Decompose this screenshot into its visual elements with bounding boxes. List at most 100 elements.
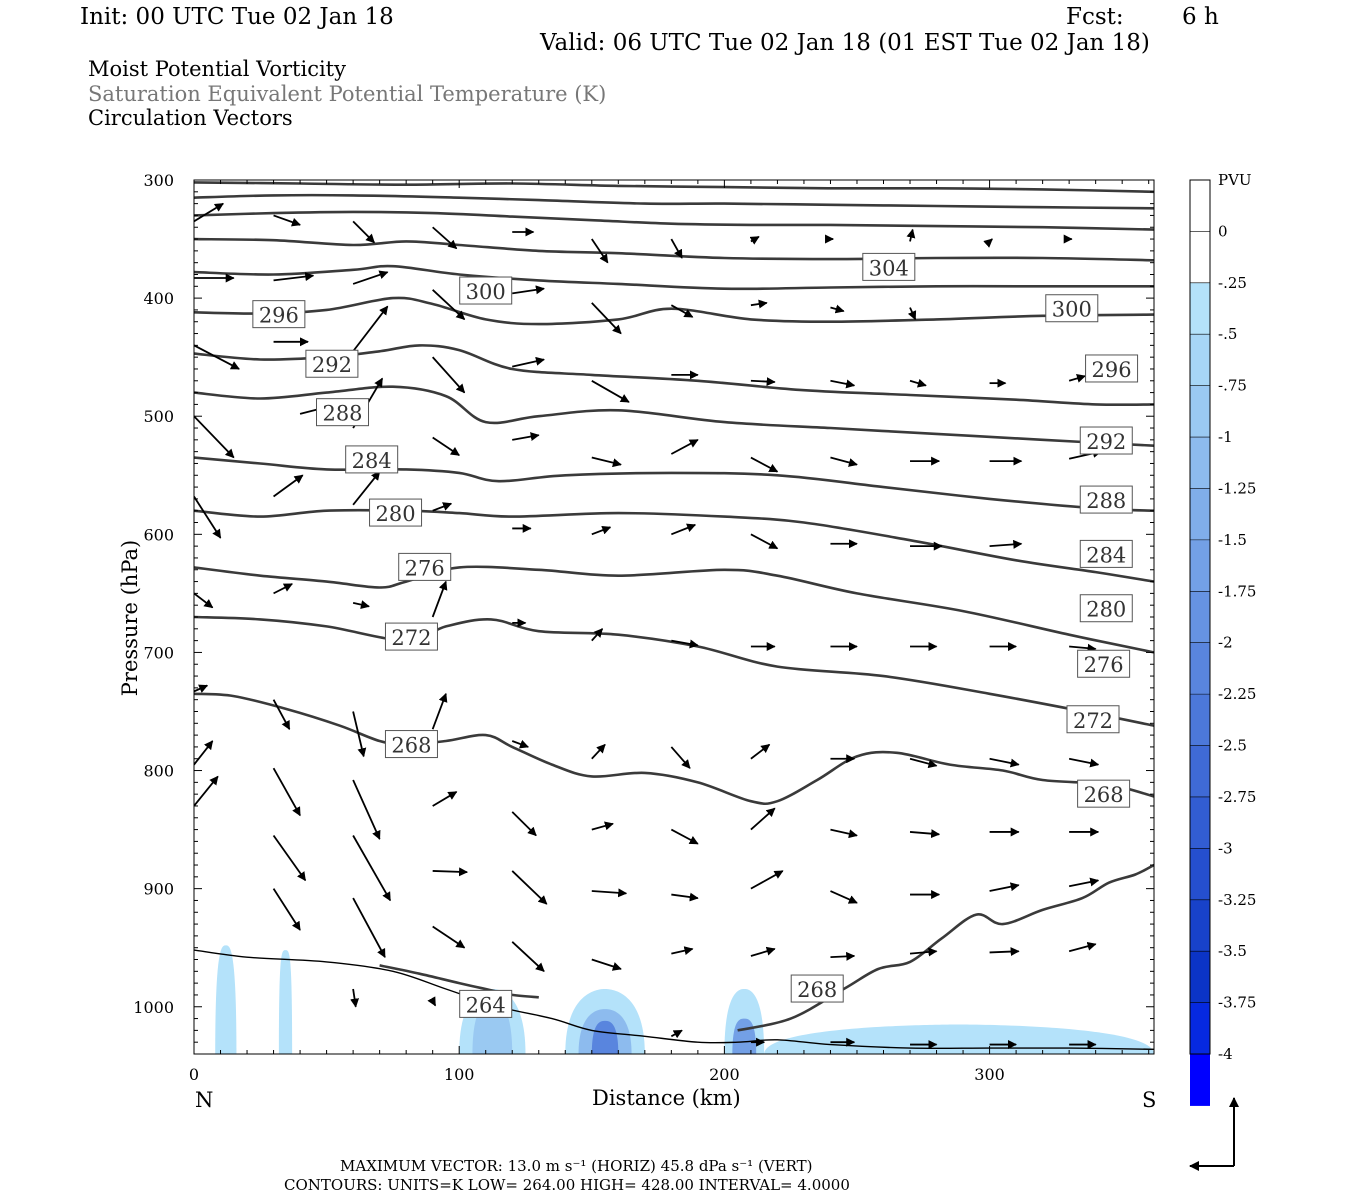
x-axis: 0 100 200 300: [189, 180, 1150, 1084]
colorbar: 0 -.25 -.5 -.75 -1 -1.25 -1.5 -1.75 -2 -2.25 -2.5 -…: [1189, 179, 1256, 1106]
colorbar-label: -2.25: [1218, 685, 1256, 703]
circulation-vector: [671, 892, 699, 902]
circulation-vector: [511, 870, 548, 905]
circulation-vector: [591, 380, 630, 403]
mpv-shade: [278, 950, 293, 1054]
contour-314: [194, 210, 1154, 231]
colorbar-swatch: [1190, 539, 1210, 592]
circulation-vector: [273, 583, 293, 595]
maximum-vector-info: MAXIMUM VECTOR: 13.0 m s⁻¹ (HORIZ) 45.8 …: [340, 1157, 813, 1175]
contour-label: 284: [352, 449, 392, 473]
circulation-vector: [352, 711, 367, 758]
circulation-vector: [750, 743, 771, 760]
colorbar-swatch: [1190, 899, 1210, 952]
contour-label: 292: [1086, 430, 1126, 454]
circulation-vector: [352, 270, 389, 285]
contour-290: [194, 456, 1154, 512]
contour-label-box: [459, 276, 513, 305]
colorbar-label: -1.25: [1218, 479, 1256, 497]
circulation-vector: [983, 238, 993, 248]
contour-label-box: [1045, 294, 1099, 323]
init-time: Init: 00 UTC Tue 02 Jan 18: [80, 4, 394, 30]
circulation-vector: [750, 377, 776, 387]
contour-label-box: [862, 252, 916, 281]
contour-label: 288: [322, 402, 362, 426]
circulation-vector: [350, 988, 360, 1008]
field-title-theta-es: Saturation Equivalent Potential Temperat…: [88, 82, 607, 106]
contour-label: 268: [391, 734, 431, 758]
circulation-vector: [427, 996, 437, 1007]
colorbar-swatch: [1190, 1002, 1210, 1055]
x-endpoint-left: N: [195, 1088, 214, 1112]
circulation-vector: [272, 834, 307, 882]
y-tick-label: 500: [143, 407, 174, 426]
contour-282: [194, 565, 1154, 654]
contour-306: [194, 264, 1154, 291]
x-tick-label: 200: [709, 1065, 740, 1084]
circulation-vector: [591, 238, 609, 264]
circulation-vector: [591, 958, 622, 971]
contour-label: 296: [259, 304, 299, 328]
circulation-vector: [352, 471, 381, 506]
x-axis-title: Distance (km): [592, 1086, 741, 1110]
contour-labels: 304 300 300 296 296 292 292 288 288 284 284 280 280 2…: [252, 252, 1139, 1018]
colorbar-swatch: [1190, 437, 1210, 489]
circulation-vector: [352, 305, 389, 352]
circulation-vector: [750, 870, 784, 890]
colorbar-swatch: [1190, 848, 1210, 901]
terrain-surface: [194, 949, 1154, 1050]
circulation-vector: [989, 757, 1020, 768]
circulation-vector: [432, 356, 466, 394]
circulation-vector: [511, 941, 545, 972]
circulation-vector: [989, 947, 1020, 957]
circulation-vector: [989, 882, 1020, 892]
contour-label: 272: [1073, 709, 1113, 733]
field-title-vectors: Circulation Vectors: [88, 106, 293, 130]
circulation-vector: [591, 302, 622, 335]
circulation-vector: [272, 888, 301, 931]
circulation-vector: [352, 600, 370, 610]
colorbar-label: -1.75: [1218, 582, 1256, 600]
contour-label: 272: [391, 626, 431, 650]
y-tick-label: 300: [143, 171, 174, 190]
y-tick-label: 600: [143, 525, 174, 544]
mpv-shading: [215, 945, 1154, 1054]
contour-label-box: [1079, 426, 1133, 455]
circulation-vector: [670, 439, 699, 455]
contour-label: 292: [312, 353, 352, 377]
contour-label: 288: [1086, 489, 1126, 513]
colorbar-unit: PVU: [1218, 171, 1252, 189]
colorbar-swatch: [1190, 334, 1210, 387]
contour-label: 264: [466, 993, 506, 1017]
contour-label-box: [316, 398, 370, 427]
x-endpoint-right: S: [1142, 1088, 1157, 1112]
y-tick-label: 1000: [133, 998, 174, 1017]
contour-286: [194, 508, 1154, 583]
circulation-vector: [511, 739, 529, 749]
colorbar-label: -2: [1218, 634, 1233, 652]
colorbar-swatch: [1190, 796, 1210, 849]
contour-label-box: [345, 445, 399, 474]
contour-label-box: [252, 300, 306, 329]
circulation-vector: [431, 692, 448, 730]
circulation-vector: [830, 456, 858, 467]
colorbar-swatch: [1190, 180, 1210, 232]
circulation-vector: [432, 867, 469, 877]
contour-label-box: [1085, 354, 1139, 383]
circulation-vector: [670, 1029, 683, 1039]
contour-270: [194, 692, 1154, 806]
colorbar-swatch: [1190, 1054, 1210, 1106]
colorbar-label: -4: [1218, 1045, 1233, 1063]
terrain-line: [194, 949, 1154, 1050]
colorbar-label: -3.25: [1218, 891, 1256, 909]
contour-label-box: [459, 989, 513, 1018]
circulation-vector: [830, 890, 858, 904]
circulation-vector: [670, 828, 699, 845]
contour-label-box: [1079, 485, 1133, 514]
circulation-vector: [591, 628, 604, 642]
colorbar-swatch: [1190, 951, 1210, 1004]
circulation-vector: [512, 285, 545, 295]
y-axis-title: Pressure (hPa): [118, 539, 142, 697]
circulation-vector: [830, 951, 856, 961]
circulation-vector: [989, 539, 1023, 549]
